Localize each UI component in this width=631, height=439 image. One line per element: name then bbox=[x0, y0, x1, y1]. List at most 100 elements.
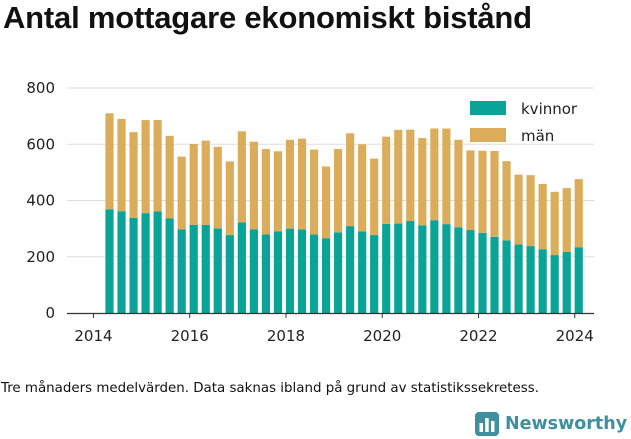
x-tick-label: 2024 bbox=[556, 327, 594, 345]
y-tick-label: 400 bbox=[26, 192, 55, 210]
bar-man bbox=[466, 150, 475, 231]
y-tick-label: 200 bbox=[26, 248, 55, 266]
bar-kvinnor bbox=[502, 240, 511, 313]
bar-man bbox=[514, 174, 523, 245]
bar-man bbox=[454, 139, 463, 228]
bar-kvinnor bbox=[346, 226, 355, 313]
brand-logo[interactable]: Newsworthy bbox=[475, 409, 627, 439]
bar-man bbox=[189, 143, 198, 225]
bar-kvinnor bbox=[201, 224, 210, 313]
bars bbox=[105, 113, 583, 314]
bar-kvinnor bbox=[321, 238, 331, 313]
bar-man bbox=[394, 129, 403, 224]
bar-kvinnor bbox=[285, 228, 295, 314]
bar-man bbox=[321, 166, 331, 239]
bar-kvinnor bbox=[189, 224, 198, 313]
bar-man bbox=[478, 150, 487, 233]
bar-kvinnor bbox=[550, 255, 559, 313]
bar-man bbox=[490, 151, 499, 237]
bar-kvinnor bbox=[237, 222, 246, 313]
bar-kvinnor bbox=[334, 232, 343, 313]
bar-man bbox=[430, 128, 439, 221]
bar-man bbox=[165, 135, 174, 219]
y-tick-label: 600 bbox=[26, 135, 55, 153]
bar-man bbox=[105, 113, 114, 210]
bar-kvinnor bbox=[418, 225, 427, 313]
bar-kvinnor bbox=[490, 236, 499, 313]
bar-kvinnor bbox=[153, 211, 162, 313]
bar-man bbox=[129, 132, 138, 218]
bar-kvinnor bbox=[297, 229, 307, 313]
bar-man bbox=[213, 146, 222, 229]
y-axis: 0 200 400 600 800 bbox=[26, 79, 55, 322]
bar-man bbox=[273, 151, 283, 232]
bar-man bbox=[382, 136, 391, 224]
bar-man bbox=[309, 149, 319, 235]
brand-name: Newsworthy bbox=[505, 414, 628, 434]
bar-kvinnor bbox=[273, 231, 283, 313]
bar-kvinnor bbox=[466, 230, 475, 313]
bar-kvinnor bbox=[574, 247, 583, 313]
x-tick-label: 2020 bbox=[363, 327, 401, 345]
legend: kvinnor män bbox=[470, 100, 578, 145]
bar-man bbox=[225, 161, 234, 236]
bar-chart-logo-icon bbox=[475, 412, 499, 436]
x-tick-label: 2022 bbox=[459, 327, 497, 345]
bar-kvinnor bbox=[309, 234, 319, 313]
bar-man bbox=[538, 183, 547, 250]
bar-man bbox=[562, 188, 571, 252]
bar-kvinnor bbox=[165, 218, 174, 313]
bar-kvinnor bbox=[430, 220, 439, 313]
x-tick-label: 2018 bbox=[267, 327, 305, 345]
bar-kvinnor bbox=[129, 217, 138, 313]
bar-kvinnor bbox=[141, 213, 150, 313]
bar-man bbox=[237, 131, 246, 223]
bar-kvinnor bbox=[562, 251, 571, 313]
y-tick-label: 0 bbox=[45, 304, 55, 322]
bar-kvinnor bbox=[514, 244, 523, 314]
bar-man bbox=[550, 191, 559, 256]
bar-kvinnor bbox=[382, 223, 391, 313]
bar-man bbox=[117, 118, 126, 212]
bar-kvinnor bbox=[213, 228, 222, 313]
bar-kvinnor bbox=[526, 246, 535, 313]
bar-kvinnor bbox=[454, 227, 463, 313]
bar-man bbox=[346, 133, 355, 227]
bar-kvinnor bbox=[394, 223, 403, 313]
chart-title: Antal mottagare ekonomiskt bistånd bbox=[3, 0, 532, 35]
x-tick-label: 2014 bbox=[74, 327, 112, 345]
bar-kvinnor bbox=[370, 235, 379, 313]
bar-man bbox=[526, 175, 535, 247]
bar-man bbox=[418, 138, 427, 226]
bar-man bbox=[574, 179, 583, 248]
bar-kvinnor bbox=[442, 224, 451, 314]
bar-kvinnor bbox=[406, 221, 415, 313]
bar-man bbox=[502, 161, 511, 241]
bar-kvinnor bbox=[225, 235, 234, 313]
bar-man bbox=[358, 144, 367, 232]
bar-man bbox=[297, 138, 307, 230]
bar-kvinnor bbox=[105, 209, 114, 313]
x-axis: 2014 2016 2018 2020 2022 2024 bbox=[67, 312, 594, 345]
bar-man bbox=[285, 139, 295, 229]
legend-swatch-kvinnor bbox=[470, 101, 506, 115]
legend-label-kvinnor: kvinnor bbox=[521, 100, 578, 118]
bar-man bbox=[370, 158, 379, 236]
bar-man bbox=[177, 156, 186, 230]
x-tick-label: 2016 bbox=[171, 327, 209, 345]
bar-man bbox=[261, 149, 270, 235]
bar-kvinnor bbox=[358, 231, 367, 313]
chart-caption: Tre månaders medelvärden. Data saknas ib… bbox=[1, 381, 539, 396]
bar-man bbox=[153, 120, 162, 212]
bar-kvinnor bbox=[249, 229, 258, 313]
bar-kvinnor bbox=[117, 211, 126, 313]
legend-swatch-man bbox=[470, 128, 506, 142]
bar-kvinnor bbox=[478, 232, 487, 313]
bar-man bbox=[201, 140, 210, 225]
legend-label-man: män bbox=[521, 127, 554, 145]
y-tick-label: 800 bbox=[26, 79, 55, 97]
bar-man bbox=[141, 120, 150, 214]
bar-man bbox=[406, 129, 415, 222]
bar-kvinnor bbox=[177, 229, 186, 313]
